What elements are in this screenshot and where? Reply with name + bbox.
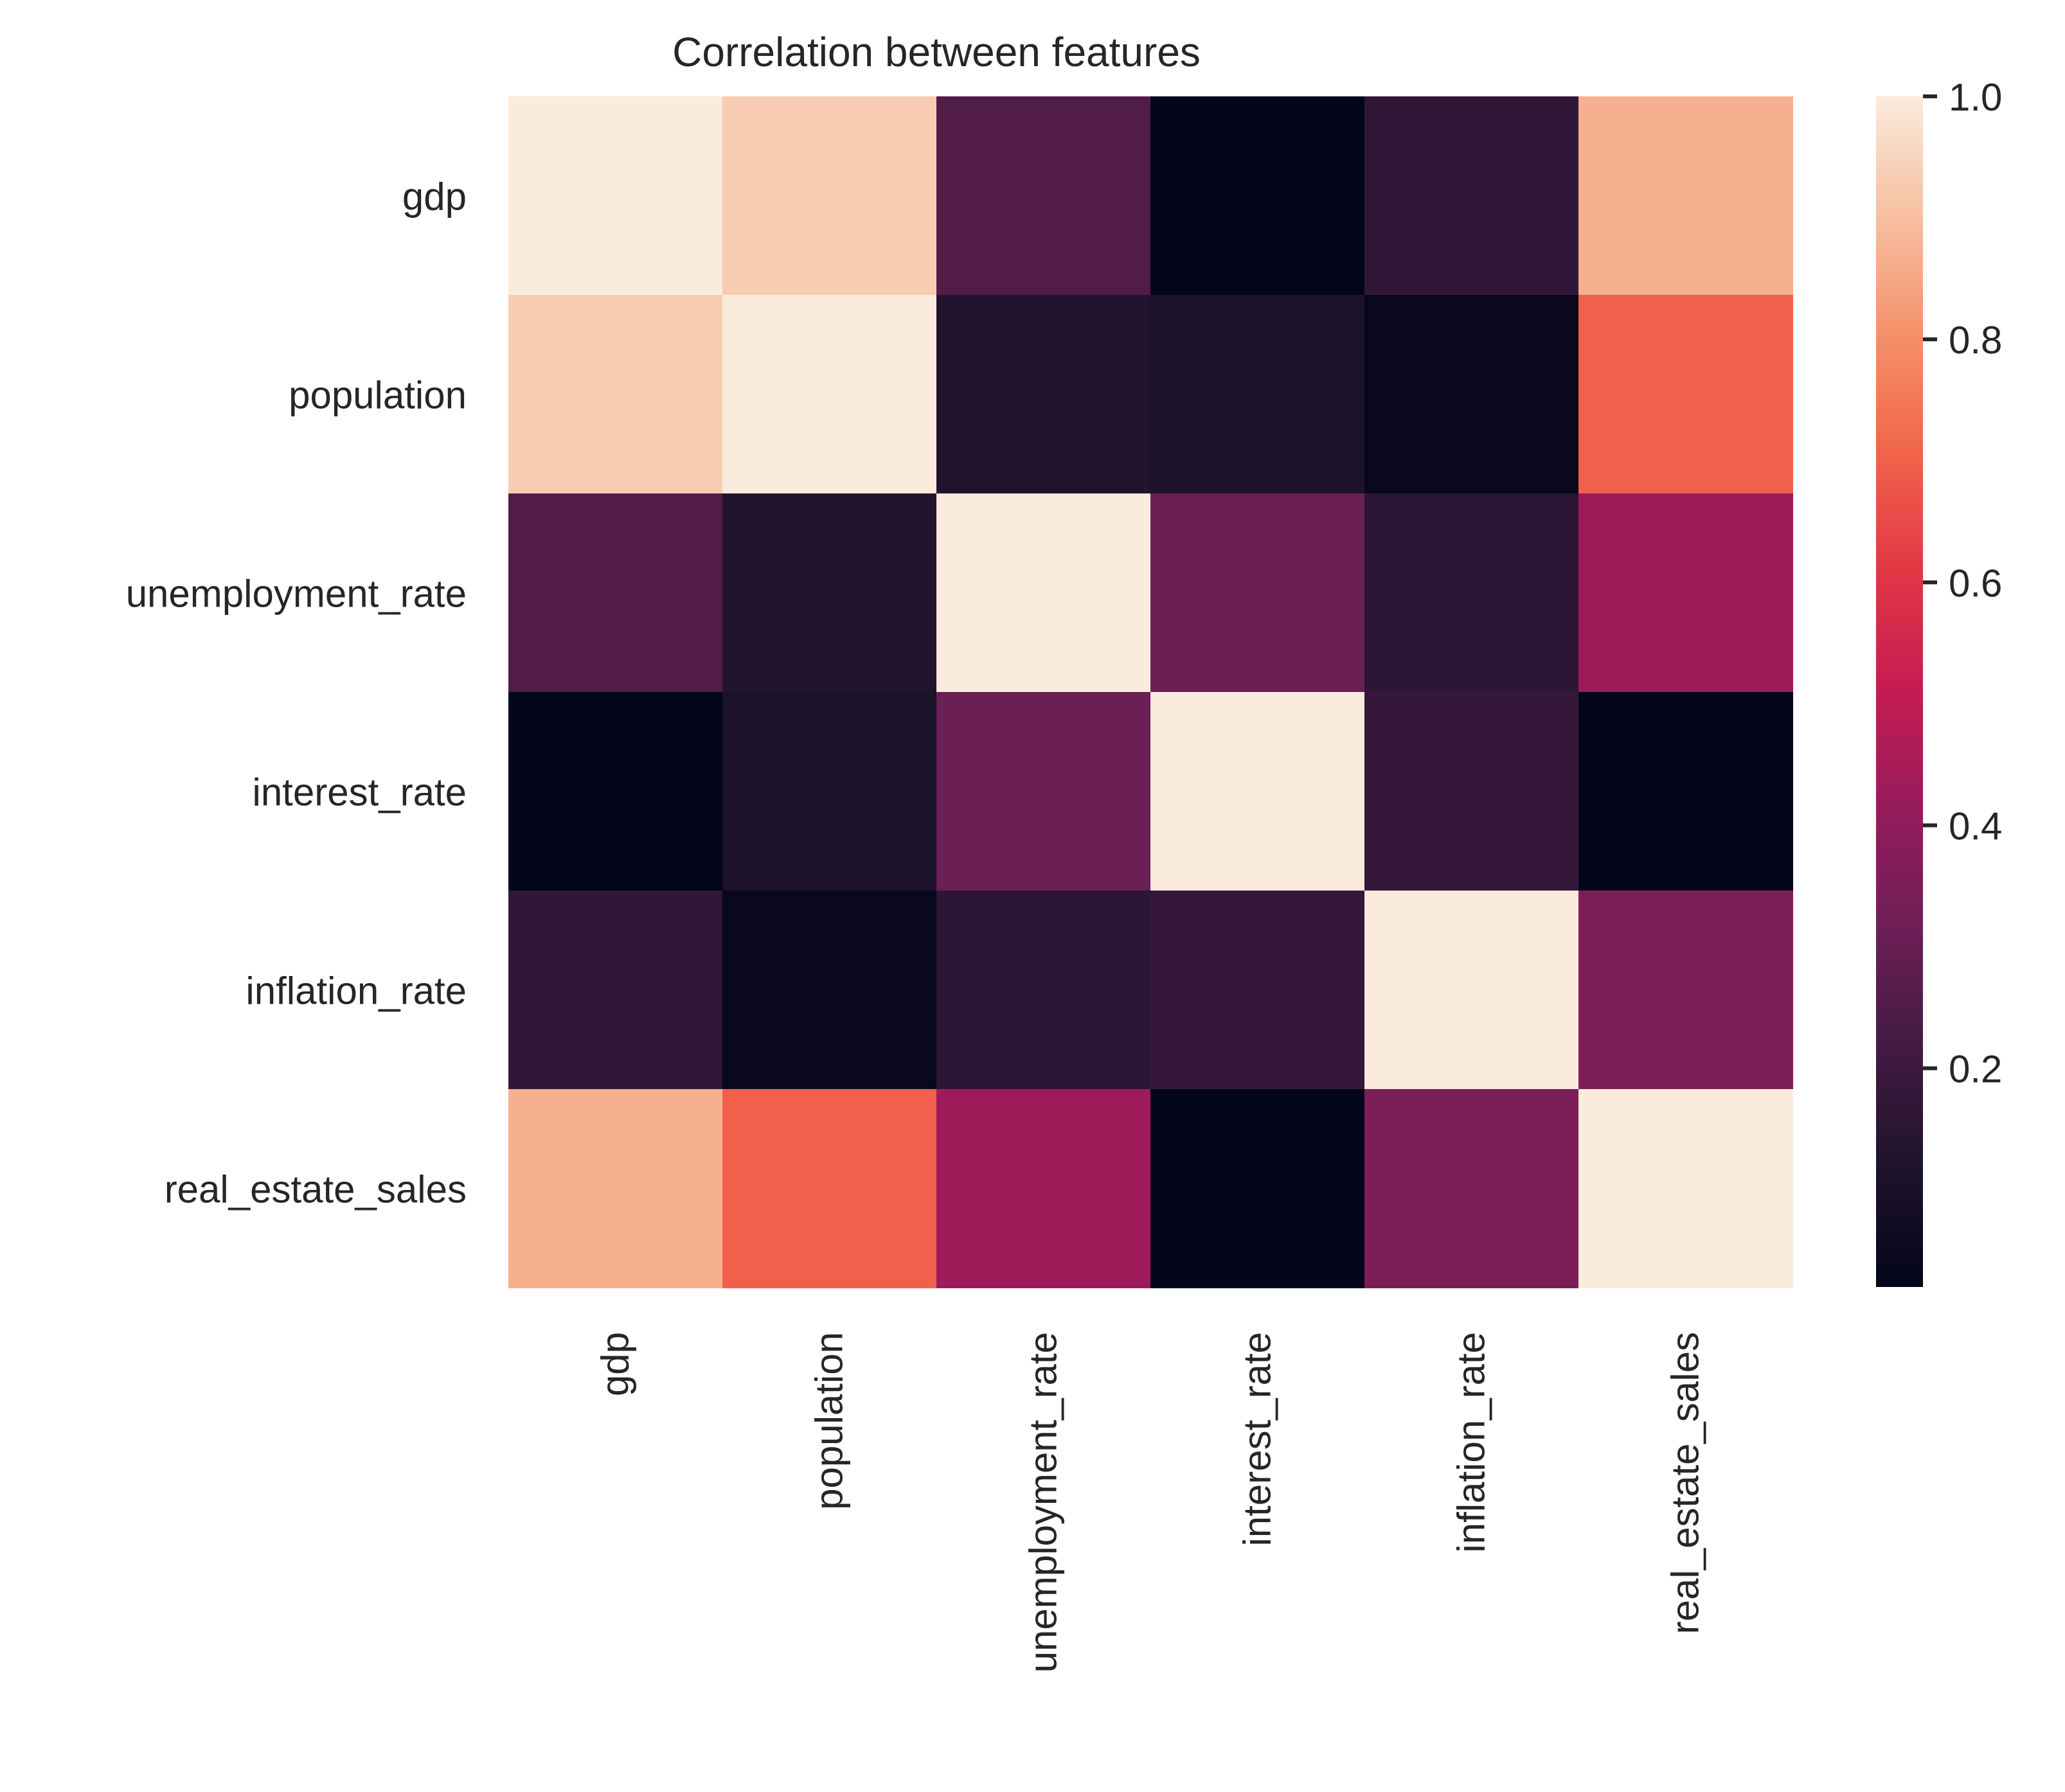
heatmap-cell-population-gdp: [508, 295, 723, 494]
chart-title: Correlation between features: [672, 29, 1201, 75]
heatmap-cell-gdp-inflation_rate: [1364, 96, 1579, 296]
heatmap-cell-inflation_rate-population: [722, 891, 937, 1090]
x-tick-label-unemployment_rate: unemployment_rate: [1022, 1332, 1065, 1672]
heatmap-cell-interest_rate-unemployment_rate: [936, 692, 1151, 891]
heatmap-cell-unemployment_rate-gdp: [508, 493, 723, 693]
heatmap-cell-unemployment_rate-interest_rate: [1150, 493, 1365, 693]
heatmap-cell-interest_rate-inflation_rate: [1364, 692, 1579, 891]
y-tick-label-unemployment_rate: unemployment_rate: [126, 572, 467, 616]
y-tick-label-population: population: [289, 374, 467, 417]
colorbar: [1876, 96, 1923, 1287]
heatmap-cell-population-unemployment_rate: [936, 295, 1151, 494]
heatmap-cell-inflation_rate-unemployment_rate: [936, 891, 1151, 1090]
heatmap-cell-real_estate_sales-real_estate_sales: [1578, 1089, 1793, 1288]
heatmap-cell-interest_rate-real_estate_sales: [1578, 692, 1793, 891]
heatmap-cell-unemployment_rate-inflation_rate: [1364, 493, 1579, 693]
heatmap-cell-population-inflation_rate: [1364, 295, 1579, 494]
colorbar-tick-label: 0.4: [1949, 804, 2002, 847]
x-tick-label-inflation_rate: inflation_rate: [1450, 1332, 1493, 1553]
heatmap-cell-gdp-interest_rate: [1150, 96, 1365, 296]
y-tick-label-gdp: gdp: [402, 175, 467, 218]
heatmap-cell-inflation_rate-real_estate_sales: [1578, 891, 1793, 1090]
heatmap-cell-real_estate_sales-unemployment_rate: [936, 1089, 1151, 1288]
x-tick-label-real_estate_sales: real_estate_sales: [1664, 1332, 1707, 1634]
colorbar-tick-label: 0.8: [1949, 319, 2002, 362]
heatmap-cell-inflation_rate-interest_rate: [1150, 891, 1365, 1090]
heatmap-cell-gdp-unemployment_rate: [936, 96, 1151, 296]
heatmap-cells: [508, 96, 1793, 1288]
heatmap-cell-interest_rate-population: [722, 692, 937, 891]
heatmap-cell-unemployment_rate-unemployment_rate: [936, 493, 1151, 693]
heatmap-cell-population-real_estate_sales: [1578, 295, 1793, 494]
y-tick-label-real_estate_sales: real_estate_sales: [165, 1168, 467, 1211]
heatmap-cell-real_estate_sales-gdp: [508, 1089, 723, 1288]
heatmap-cell-interest_rate-gdp: [508, 692, 723, 891]
heatmap-cell-real_estate_sales-inflation_rate: [1364, 1089, 1579, 1288]
x-axis-tick-labels: gdp population unemployment_rate interest_r…: [594, 1332, 1707, 1672]
heatmap-cell-interest_rate-interest_rate: [1150, 692, 1365, 891]
y-tick-label-inflation_rate: inflation_rate: [246, 970, 467, 1013]
heatmap-cell-inflation_rate-gdp: [508, 891, 723, 1090]
heatmap-cell-gdp-real_estate_sales: [1578, 96, 1793, 296]
heatmap-cell-gdp-gdp: [508, 96, 723, 296]
x-tick-label-interest_rate: interest_rate: [1236, 1332, 1279, 1547]
y-tick-label-interest_rate: interest_rate: [252, 771, 467, 814]
heatmap-cell-real_estate_sales-population: [722, 1089, 937, 1288]
heatmap-cell-inflation_rate-inflation_rate: [1364, 891, 1579, 1090]
heatmap-cell-unemployment_rate-population: [722, 493, 937, 693]
heatmap-cell-unemployment_rate-real_estate_sales: [1578, 493, 1793, 693]
x-tick-label-gdp: gdp: [594, 1332, 637, 1396]
x-tick-label-population: population: [808, 1332, 851, 1510]
heatmap-cell-population-population: [722, 295, 937, 494]
colorbar-tick-label: 0.2: [1949, 1048, 2002, 1091]
y-axis-tick-labels: gdp population unemployment_rate interest_r…: [126, 175, 467, 1211]
heatmap-cell-real_estate_sales-interest_rate: [1150, 1089, 1365, 1288]
colorbar-tick-label: 0.6: [1949, 562, 2002, 605]
heatmap-cell-population-interest_rate: [1150, 295, 1365, 494]
heatmap-cell-gdp-population: [722, 96, 937, 296]
colorbar-ticks: 0.2 0.4 0.6 0.8 1.0: [1923, 76, 2002, 1091]
colorbar-tick-label: 1.0: [1949, 76, 2002, 119]
